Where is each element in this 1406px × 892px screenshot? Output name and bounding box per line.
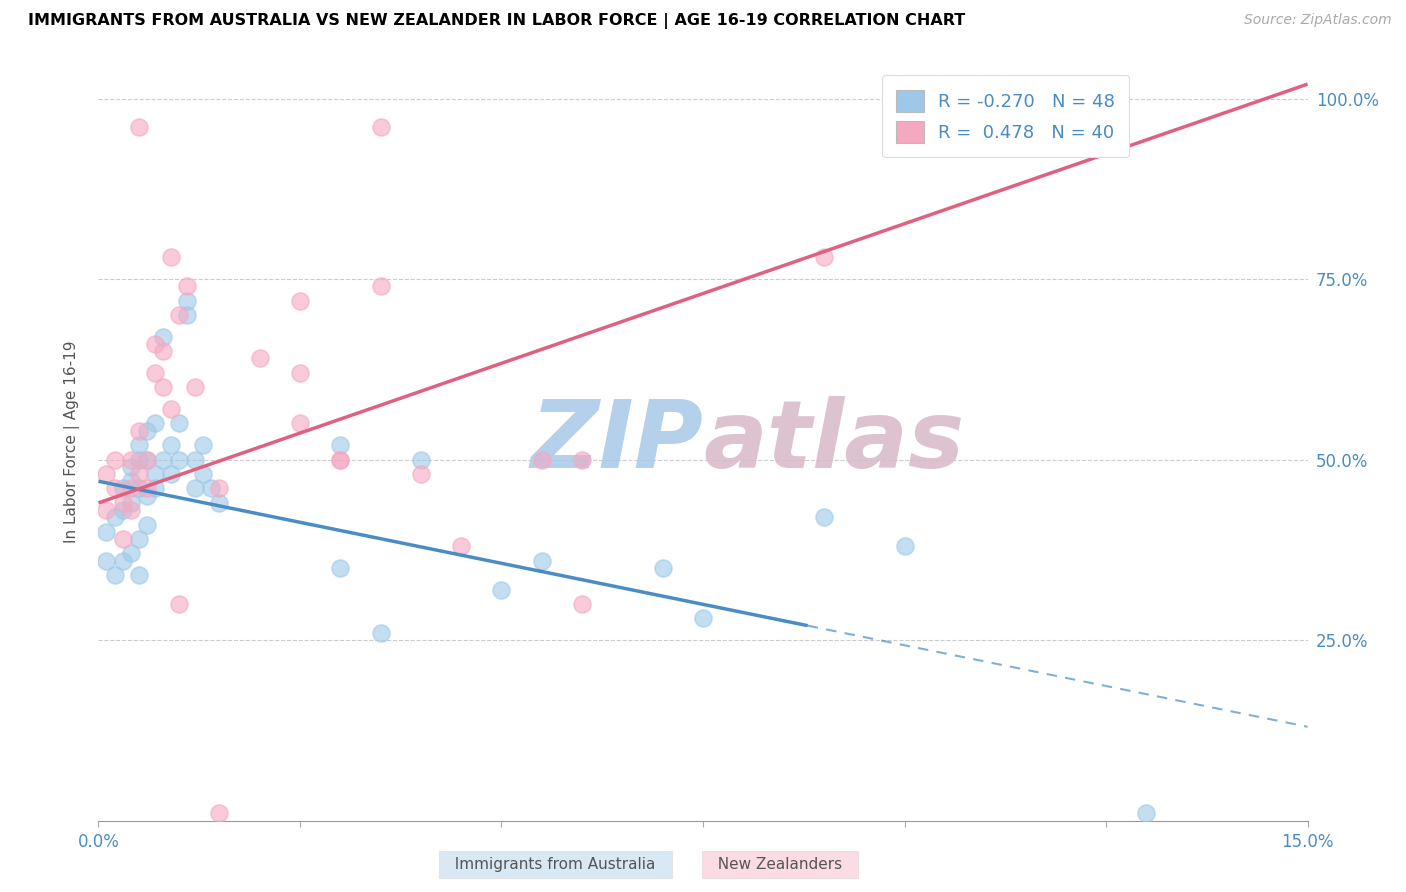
Point <box>135 489 157 503</box>
Point <box>135 482 157 496</box>
Point <box>143 417 166 431</box>
Point <box>1135 806 1157 821</box>
Point <box>120 546 142 560</box>
Point <box>120 503 142 517</box>
Point <box>143 337 166 351</box>
Point <box>893 539 915 553</box>
Point <box>128 120 150 135</box>
Point <box>184 452 207 467</box>
Point <box>96 503 118 517</box>
Point <box>409 452 432 467</box>
Point <box>167 597 190 611</box>
Point <box>111 496 134 510</box>
Point <box>329 438 352 452</box>
Point <box>167 417 190 431</box>
Point <box>692 611 714 625</box>
Point <box>193 438 215 452</box>
Point <box>184 380 207 394</box>
Point <box>370 120 392 135</box>
Point <box>120 459 142 474</box>
Point <box>208 482 231 496</box>
Point <box>288 366 311 380</box>
Point <box>111 554 134 568</box>
Point <box>409 467 432 481</box>
Point <box>160 251 183 265</box>
Text: ZIP: ZIP <box>530 395 703 488</box>
Text: atlas: atlas <box>703 395 965 488</box>
Point <box>135 452 157 467</box>
Point <box>167 308 190 322</box>
Point <box>120 475 142 489</box>
Point <box>208 806 231 821</box>
Point <box>152 452 174 467</box>
Point <box>160 438 183 452</box>
Point <box>176 279 198 293</box>
Point <box>370 626 392 640</box>
Point <box>128 568 150 582</box>
Point <box>135 517 157 532</box>
Point <box>96 554 118 568</box>
Text: New Zealanders: New Zealanders <box>709 857 852 872</box>
Point <box>103 510 125 524</box>
Point <box>651 561 673 575</box>
Point <box>571 597 593 611</box>
Point <box>135 452 157 467</box>
Point <box>370 279 392 293</box>
Point <box>103 482 125 496</box>
Point <box>329 452 352 467</box>
Point <box>176 293 198 308</box>
Point <box>450 539 472 553</box>
Point <box>200 482 222 496</box>
Point <box>160 467 183 481</box>
Point <box>128 467 150 481</box>
Point <box>249 351 271 366</box>
Point <box>96 467 118 481</box>
Point <box>128 452 150 467</box>
Point <box>120 482 142 496</box>
Point <box>571 452 593 467</box>
Point <box>193 467 215 481</box>
Point <box>167 452 190 467</box>
Point <box>288 293 311 308</box>
Point <box>128 532 150 546</box>
Point <box>96 524 118 539</box>
Text: Source: ZipAtlas.com: Source: ZipAtlas.com <box>1244 13 1392 28</box>
Legend: R = -0.270   N = 48, R =  0.478   N = 40: R = -0.270 N = 48, R = 0.478 N = 40 <box>882 75 1129 157</box>
Point <box>813 510 835 524</box>
Point <box>329 561 352 575</box>
Point <box>491 582 513 597</box>
Text: IMMIGRANTS FROM AUSTRALIA VS NEW ZEALANDER IN LABOR FORCE | AGE 16-19 CORRELATIO: IMMIGRANTS FROM AUSTRALIA VS NEW ZEALAND… <box>28 13 966 29</box>
Point <box>120 496 142 510</box>
Point <box>152 330 174 344</box>
Point <box>143 482 166 496</box>
Point <box>103 452 125 467</box>
Point <box>135 424 157 438</box>
Point <box>530 554 553 568</box>
Point <box>103 568 125 582</box>
Point <box>128 482 150 496</box>
Point <box>143 366 166 380</box>
Y-axis label: In Labor Force | Age 16-19: In Labor Force | Age 16-19 <box>63 340 80 543</box>
Point <box>120 452 142 467</box>
Point <box>208 496 231 510</box>
Point <box>152 380 174 394</box>
Point <box>152 344 174 359</box>
Point <box>160 402 183 417</box>
Point <box>111 482 134 496</box>
Point <box>176 308 198 322</box>
Point <box>128 424 150 438</box>
Point <box>111 503 134 517</box>
Point <box>329 452 352 467</box>
Point <box>111 532 134 546</box>
Point <box>813 251 835 265</box>
Text: Immigrants from Australia: Immigrants from Australia <box>446 857 665 872</box>
Point <box>288 417 311 431</box>
Point <box>143 467 166 481</box>
Point <box>128 438 150 452</box>
Point <box>184 482 207 496</box>
Point <box>530 452 553 467</box>
